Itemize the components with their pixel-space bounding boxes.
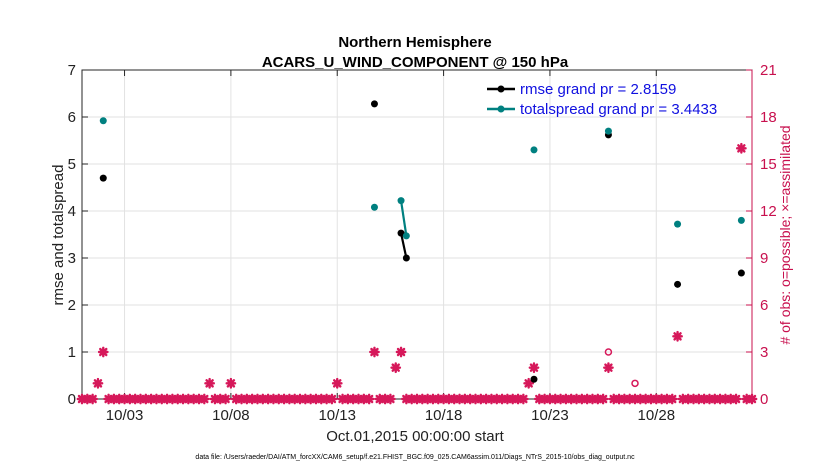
totalspread-point xyxy=(530,146,538,154)
obs-possible-marker xyxy=(631,379,639,388)
y-tick-label: 6 xyxy=(68,109,76,126)
x-axis-label: Oct.01,2015 00:00:00 start xyxy=(326,428,504,445)
totalspread-point xyxy=(397,197,405,205)
obs-assimilated-marker xyxy=(87,393,99,405)
legend-totalspread-marker xyxy=(497,105,505,113)
obs-assimilated-marker xyxy=(363,393,375,405)
y-tick-label: 5 xyxy=(68,156,76,173)
totalspread-point xyxy=(674,220,682,228)
y-axis-label: rmse and totalspread xyxy=(50,165,67,306)
y2-tick-label: 15 xyxy=(760,156,777,173)
axis-ticks: 10/03 10/08 10/13 10/18 10/23 10/280123456703… xyxy=(68,62,777,424)
obs-possible-marker xyxy=(604,348,613,356)
x-tick-label: 10/13 xyxy=(318,407,356,424)
y-tick-label: 2 xyxy=(68,297,76,314)
chart-title: Northern Hemisphere xyxy=(338,34,491,51)
x-tick-label: 10/08 xyxy=(212,407,250,424)
legend: rmse grand pr = 2.8159 totalspread grand… xyxy=(487,81,717,118)
obs-assimilated-marker xyxy=(385,393,396,405)
obs-assimilated-marker xyxy=(735,142,747,154)
y-tick-label: 4 xyxy=(68,203,76,220)
totalspread-point xyxy=(737,216,745,224)
totalspread-point xyxy=(370,203,378,211)
legend-rmse-marker xyxy=(497,85,505,93)
obs-assimilated-marker xyxy=(390,362,402,374)
y2-tick-label: 0 xyxy=(760,391,768,408)
obs-assimilated-marker xyxy=(326,393,338,405)
obs-assimilated-marker xyxy=(97,346,109,358)
chart-subtitle: ACARS_U_WIND_COMPONENT @ 150 hPa xyxy=(262,54,569,71)
obs-assimilated-marker xyxy=(528,362,540,374)
obs-assimilated-marker xyxy=(204,377,216,389)
y-tick-label: 3 xyxy=(68,250,76,267)
totalspread-point xyxy=(99,117,107,125)
obs-assimilated-marker xyxy=(395,346,407,358)
legend-rmse-label: rmse grand pr = 2.8159 xyxy=(520,81,676,98)
obs-count-markers xyxy=(76,142,758,405)
obs-assimilated-marker xyxy=(517,393,529,405)
y2-tick-label: 6 xyxy=(760,297,768,314)
obs-assimilated-marker xyxy=(198,393,210,405)
y2-tick-label: 18 xyxy=(760,109,777,126)
grid-lines xyxy=(82,70,752,399)
series-markers xyxy=(99,100,745,383)
y2-tick-label: 3 xyxy=(760,344,768,361)
rmse-point xyxy=(99,174,107,182)
y-tick-label: 1 xyxy=(68,344,76,361)
obs-assimilated-marker xyxy=(603,362,614,374)
obs-assimilated-marker xyxy=(225,377,237,389)
totalspread-segment xyxy=(399,200,408,237)
rmse-point xyxy=(397,229,405,237)
y2-tick-label: 9 xyxy=(760,250,768,267)
totalspread-point xyxy=(604,127,612,135)
x-tick-label: 10/03 xyxy=(106,407,144,424)
rmse-point xyxy=(370,100,378,108)
rmse-segment xyxy=(399,232,408,259)
obs-assimilated-marker xyxy=(746,393,758,405)
footnote-data-file: data file: /Users/raeder/DAI/ATM_forcXX/… xyxy=(195,454,635,461)
rmse-point xyxy=(530,375,538,383)
x-tick-label: 10/28 xyxy=(638,407,676,424)
rmse-point xyxy=(402,254,410,262)
obs-assimilated-marker xyxy=(92,377,104,389)
y2-tick-label: 12 xyxy=(760,203,777,220)
obs-assimilated-marker xyxy=(523,377,535,389)
legend-totalspread-label: totalspread grand pr = 3.4433 xyxy=(520,101,717,118)
y-tick-label: 0 xyxy=(68,391,76,408)
obs-assimilated-marker xyxy=(597,393,609,405)
obs-assimilated-marker xyxy=(730,393,742,405)
totalspread-point xyxy=(402,232,410,240)
rmse-point xyxy=(674,280,682,288)
x-tick-label: 10/23 xyxy=(531,407,569,424)
rmse-point xyxy=(737,269,745,277)
obs-assimilated-marker xyxy=(331,377,343,389)
x-tick-label: 10/18 xyxy=(425,407,463,424)
y-tick-label: 7 xyxy=(68,62,76,79)
y2-tick-label: 21 xyxy=(760,62,777,79)
obs-assimilated-marker xyxy=(666,393,678,405)
obs-assimilated-marker xyxy=(672,330,683,342)
y2-axis-label: # of obs: o=possible; ×=assimilated xyxy=(777,125,793,344)
obs-assimilated-marker xyxy=(369,346,380,358)
obs-assimilated-marker xyxy=(220,393,231,405)
